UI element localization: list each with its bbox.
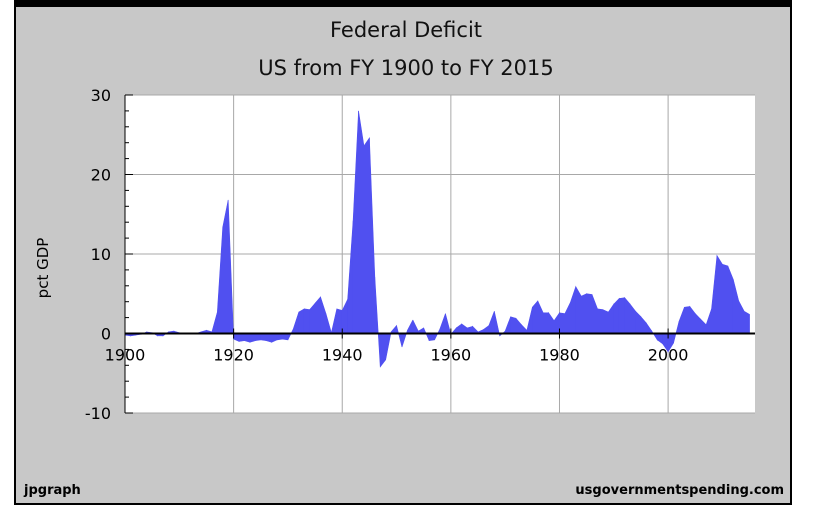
- y-tick-label: 0: [101, 325, 111, 344]
- area-segment: [314, 296, 321, 334]
- area-segment: [265, 333, 272, 343]
- area-segment: [510, 316, 517, 334]
- chart-title: Federal Deficit: [330, 18, 482, 42]
- x-tick-label: 1980: [539, 346, 580, 365]
- x-tick-label: 1940: [322, 346, 363, 365]
- area-segment: [363, 136, 370, 334]
- area-segment: [722, 263, 729, 334]
- area-segment: [249, 333, 256, 343]
- y-tick-label: 30: [91, 86, 111, 105]
- area-segment: [586, 293, 593, 334]
- area-segment: [684, 306, 691, 334]
- area-segment: [260, 333, 267, 342]
- area-segment: [238, 333, 245, 342]
- x-tick-label: 1960: [431, 346, 472, 365]
- area-segment: [716, 254, 723, 334]
- x-tick-label: 1920: [213, 346, 254, 365]
- y-tick-label: -10: [85, 404, 111, 423]
- area-segment: [303, 308, 310, 334]
- y-axis-label: pct GDP: [34, 238, 52, 299]
- x-tick-label: 1900: [105, 346, 146, 365]
- credit-right: usgovernmentspending.com: [575, 483, 784, 498]
- y-tick-label: 10: [91, 245, 111, 264]
- area-segment: [597, 308, 604, 334]
- area-segment: [618, 297, 625, 334]
- area-segment: [580, 293, 587, 334]
- area-segment: [255, 333, 262, 342]
- area-segment: [298, 308, 305, 334]
- axes: -10 0 10 20 30 1900 1920 1940 1960 1980 2000: [85, 86, 755, 423]
- area-segment: [428, 333, 435, 342]
- area-segment: [624, 296, 631, 334]
- area-segment: [466, 325, 473, 334]
- area-segment: [336, 308, 343, 334]
- area-segment: [358, 110, 365, 334]
- area-segment: [559, 312, 566, 334]
- area-segment: [602, 309, 609, 334]
- credit-left: jpgraph: [23, 483, 81, 498]
- area-segment: [244, 333, 251, 343]
- area-segment: [542, 312, 549, 334]
- x-tick-label: 2000: [648, 346, 689, 365]
- area-segment: [613, 297, 620, 334]
- top-border: [16, 2, 790, 7]
- chart-subtitle: US from FY 1900 to FY 2015: [258, 56, 553, 80]
- area-segment: [743, 310, 750, 334]
- y-tick-label: 20: [91, 166, 111, 185]
